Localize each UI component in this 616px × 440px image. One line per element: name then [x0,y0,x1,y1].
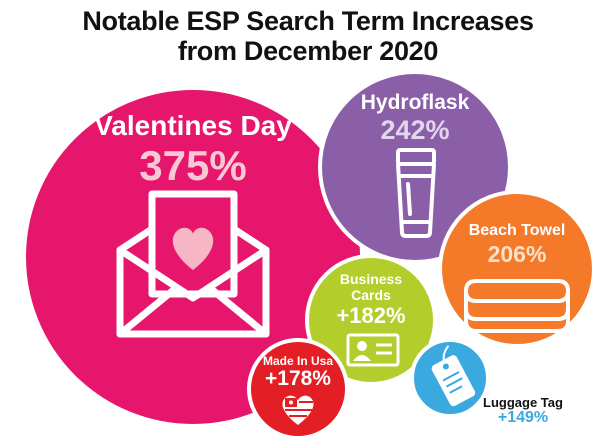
title-line-2: from December 2020 [177,36,439,66]
luggage-tag-icon [431,345,476,407]
beach-towel-percent: 206% [487,241,547,267]
business-cards-label-line-2: Cards [351,287,391,303]
tumbler-icon [396,148,436,238]
valentines-day-label: Valentines Day [94,110,292,141]
made-in-usa-percent: +178% [265,367,331,390]
luggage-tag-percent: +149% [497,409,549,426]
page-title: Notable ESP Search Term Increases from D… [0,6,616,66]
business-cards-percent: +182% [336,303,406,328]
business-cards-label-line-1: Business [339,271,403,287]
id-card-icon [346,333,400,367]
luggage-tag-label: Luggage Tag [483,395,563,410]
hydroflask-percent: 242% [380,115,450,145]
valentines-day-percent: 375% [139,142,247,189]
beach-towel-label: Beach Towel [468,222,566,239]
hydroflask-label: Hydroflask [360,91,470,114]
envelope-heart-icon [116,190,270,338]
usa-flag-heart-icon [282,395,314,425]
title-line-1: Notable ESP Search Term Increases [82,6,534,36]
made-in-usa-label: Made In Usa [262,354,334,368]
folded-towel-icon [464,279,570,333]
